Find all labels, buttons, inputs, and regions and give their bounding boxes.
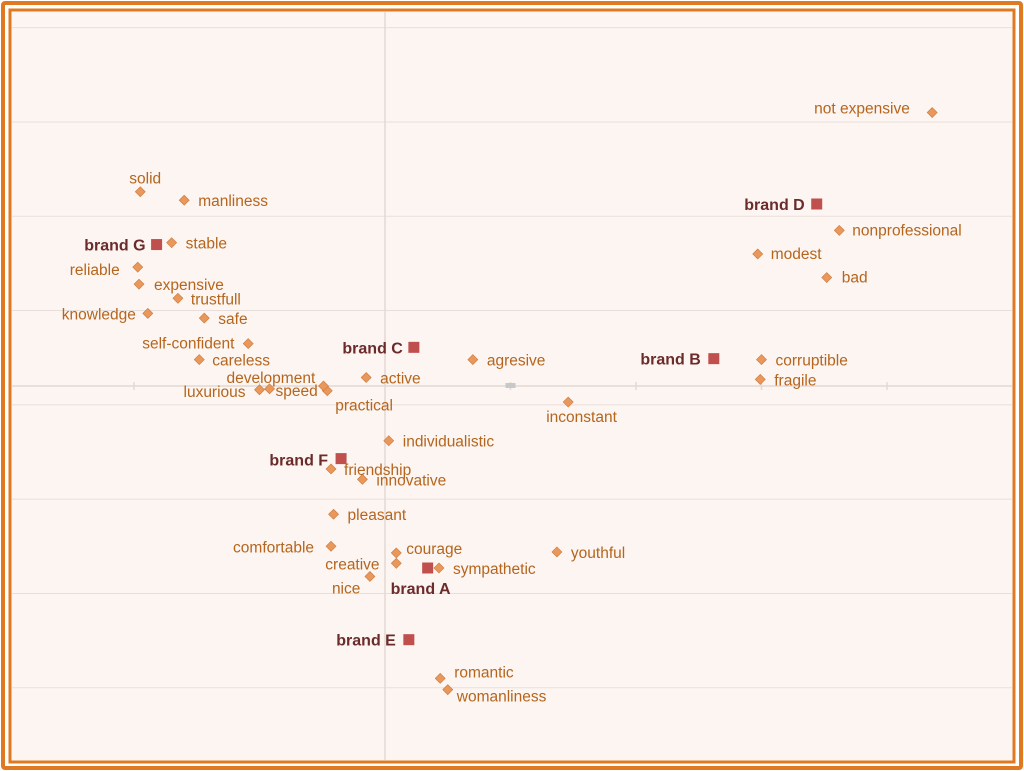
point-label-bad: bad [842, 270, 868, 287]
point-nonprofessional [833, 224, 845, 236]
point-trustfull [172, 292, 184, 304]
point-innovative [356, 473, 368, 485]
point-label-brand-e: brand E [336, 633, 396, 650]
point-brand-a [422, 562, 434, 574]
point-label-sympathetic: sympathetic [453, 561, 536, 578]
point-modest [752, 248, 764, 260]
point-label-brand-f: brand F [269, 453, 328, 470]
point-label-romantic: romantic [454, 664, 514, 681]
point-label-brand-d: brand D [744, 197, 804, 214]
point-youthful [551, 546, 563, 558]
point-knowledge [142, 307, 154, 319]
point-creative [390, 557, 402, 569]
point-pleasant [328, 508, 339, 520]
point-label-innovative: innovative [376, 472, 446, 489]
point-label-courage: courage [406, 541, 462, 558]
point-label-trustfull: trustfull [191, 291, 241, 308]
gridlines [12, 27, 1012, 689]
point-label-brand-a: brand A [391, 581, 451, 598]
point-label-knowledge: knowledge [62, 306, 136, 323]
point-label-development: development [227, 370, 316, 387]
point-label-corruptible: corruptible [776, 353, 848, 370]
point-label-nice: nice [332, 580, 360, 597]
point-inconstant [562, 396, 574, 408]
point-label-comfortable: comfortable [233, 539, 314, 556]
point-label-reliable: reliable [70, 262, 120, 279]
chart-marks [132, 107, 938, 696]
point-label-nonprofessional: nonprofessional [852, 222, 961, 239]
point-label-solid: solid [129, 171, 161, 188]
point-label-speed: speed [276, 383, 318, 400]
point-speed [264, 383, 275, 395]
point-safe [198, 312, 210, 324]
point-label-inconstant: inconstant [546, 409, 617, 426]
point-individualistic [383, 435, 395, 447]
point-stable [166, 237, 178, 249]
point-label-individualistic: individualistic [403, 434, 495, 451]
point-label-manliness: manliness [198, 193, 268, 210]
point-brand-c [408, 341, 420, 353]
point-label-brand-c: brand C [342, 340, 403, 357]
point-label-careless: careless [212, 353, 270, 370]
point-luxurious [254, 384, 265, 396]
point-label-brand-g: brand G [84, 238, 145, 255]
point-romantic [434, 672, 446, 684]
point-label-expensive: expensive [154, 277, 224, 294]
point-active [360, 372, 372, 383]
point-label-self-confident: self-confident [142, 336, 235, 353]
point-reliable [132, 261, 144, 273]
point-label-stable: stable [186, 236, 227, 253]
point-brand-d [811, 198, 823, 210]
point-label-pleasant: pleasant [348, 507, 407, 524]
point-sympathetic [433, 562, 445, 574]
point-label-practical: practical [335, 398, 393, 415]
point-womanliness [442, 684, 454, 696]
point-label-modest: modest [771, 246, 823, 263]
point-agresive [467, 354, 479, 366]
point-label-fragile: fragile [774, 372, 816, 389]
chart-labels: not expensive nonprofessional modest bad cor… [62, 101, 962, 706]
point-label-creative: creative [325, 556, 379, 573]
point-brand-f [335, 453, 347, 465]
point-label-womanliness: womanliness [456, 689, 547, 706]
point-fragile [754, 373, 766, 385]
point-nice [364, 571, 376, 582]
point-label-agresive: agresive [487, 353, 546, 370]
origin-marker [505, 383, 516, 388]
point-expensive [133, 278, 145, 290]
point-self-confident [242, 338, 254, 349]
point-label-friendship: friendship [344, 462, 411, 479]
point-brand-e [403, 634, 415, 646]
point-development [318, 380, 329, 392]
point-label-youthful: youthful [571, 545, 625, 562]
point-label-not-expensive: not expensive [814, 101, 910, 118]
point-brand-g [151, 239, 163, 251]
point-label-active: active [380, 371, 421, 388]
point-bad [821, 272, 833, 283]
point-brand-b [708, 353, 720, 365]
point-label-luxurious: luxurious [184, 384, 246, 401]
point-solid [134, 186, 146, 198]
point-manliness [178, 194, 190, 206]
point-not-expensive [926, 107, 938, 118]
axes [12, 12, 1012, 760]
point-corruptible [756, 354, 767, 366]
point-friendship [325, 463, 337, 475]
point-label-safe: safe [218, 311, 247, 328]
point-label-brand-b: brand B [640, 352, 700, 369]
point-careless [193, 354, 205, 366]
point-comfortable [325, 540, 337, 552]
